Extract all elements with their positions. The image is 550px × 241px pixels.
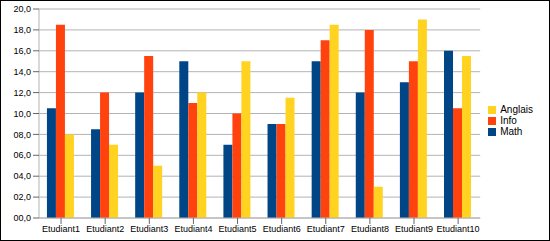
svg-text:12,0: 12,0	[13, 88, 31, 98]
svg-text:14,0: 14,0	[13, 67, 31, 77]
svg-text:Etudiant8: Etudiant8	[351, 224, 389, 234]
html-text:Anglais: Anglais	[500, 104, 533, 115]
svg-text:Etudiant2: Etudiant2	[86, 224, 124, 234]
svg-text:Etudiant1: Etudiant1	[42, 224, 80, 234]
svg-text:00,0: 00,0	[13, 213, 31, 223]
svg-text:08,0: 08,0	[13, 130, 31, 140]
svg-text:Etudiant3: Etudiant3	[130, 224, 168, 234]
svg-text:Etudiant4: Etudiant4	[174, 224, 212, 234]
svg-text:Etudiant10: Etudiant10	[437, 224, 480, 234]
svg-text:Etudiant9: Etudiant9	[395, 224, 433, 234]
svg-text:16,0: 16,0	[13, 46, 31, 56]
html-text:Info: Info	[500, 115, 517, 126]
svg-text:10,0: 10,0	[13, 109, 31, 119]
svg-text:02,0: 02,0	[13, 192, 31, 202]
svg-text:Etudiant7: Etudiant7	[307, 224, 345, 234]
svg-text:06,0: 06,0	[13, 150, 31, 160]
svg-text:18,0: 18,0	[13, 25, 31, 35]
svg-text:Etudiant5: Etudiant5	[219, 224, 257, 234]
svg-text:04,0: 04,0	[13, 171, 31, 181]
svg-text:20,0: 20,0	[13, 4, 31, 14]
html-text:Math: Math	[500, 126, 523, 137]
svg-text:Etudiant6: Etudiant6	[263, 224, 301, 234]
